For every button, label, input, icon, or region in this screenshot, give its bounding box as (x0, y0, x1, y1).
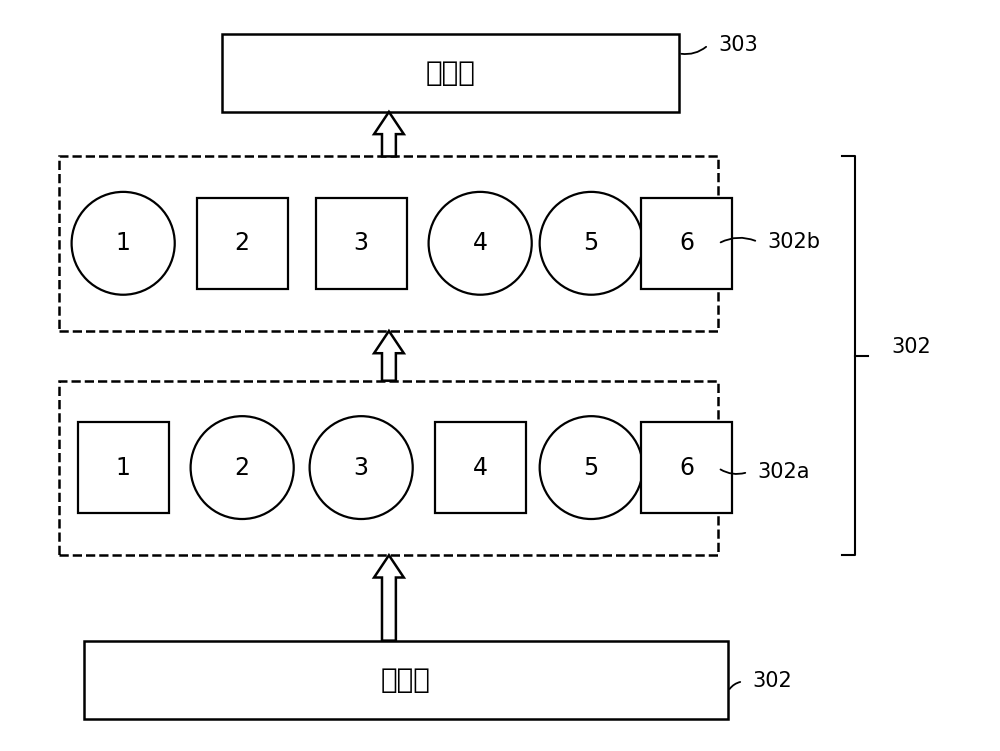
Ellipse shape (540, 416, 643, 519)
Polygon shape (374, 112, 404, 156)
Ellipse shape (72, 192, 175, 294)
Text: 4: 4 (473, 456, 488, 480)
Bar (59, 156, 718, 331)
Bar (84, 641, 728, 719)
Bar (641, 422, 732, 513)
Text: 输入层: 输入层 (381, 665, 431, 694)
Text: 2: 2 (235, 456, 250, 480)
Text: 302b: 302b (768, 232, 821, 252)
Text: 5: 5 (584, 456, 599, 480)
Text: 6: 6 (679, 231, 694, 255)
Text: 1: 1 (116, 456, 131, 480)
Bar (197, 198, 288, 289)
Bar (78, 422, 169, 513)
Text: 3: 3 (354, 456, 369, 480)
Text: 4: 4 (473, 231, 488, 255)
Text: 5: 5 (584, 231, 599, 255)
Bar (435, 422, 526, 513)
Bar (641, 198, 732, 289)
Text: 6: 6 (679, 456, 694, 480)
Ellipse shape (429, 192, 532, 294)
Polygon shape (374, 331, 404, 381)
Text: 302a: 302a (758, 462, 810, 482)
Text: 302: 302 (753, 671, 793, 692)
Text: 303: 303 (718, 35, 758, 55)
Text: 302: 302 (892, 337, 931, 357)
Bar (222, 34, 679, 112)
Bar (59, 381, 718, 555)
Ellipse shape (540, 192, 643, 294)
Ellipse shape (310, 416, 413, 519)
Ellipse shape (191, 416, 294, 519)
Text: 3: 3 (354, 231, 369, 255)
Polygon shape (374, 555, 404, 641)
Text: 2: 2 (235, 231, 250, 255)
Text: 输出层: 输出层 (425, 59, 475, 87)
Bar (316, 198, 407, 289)
Text: 1: 1 (116, 231, 131, 255)
